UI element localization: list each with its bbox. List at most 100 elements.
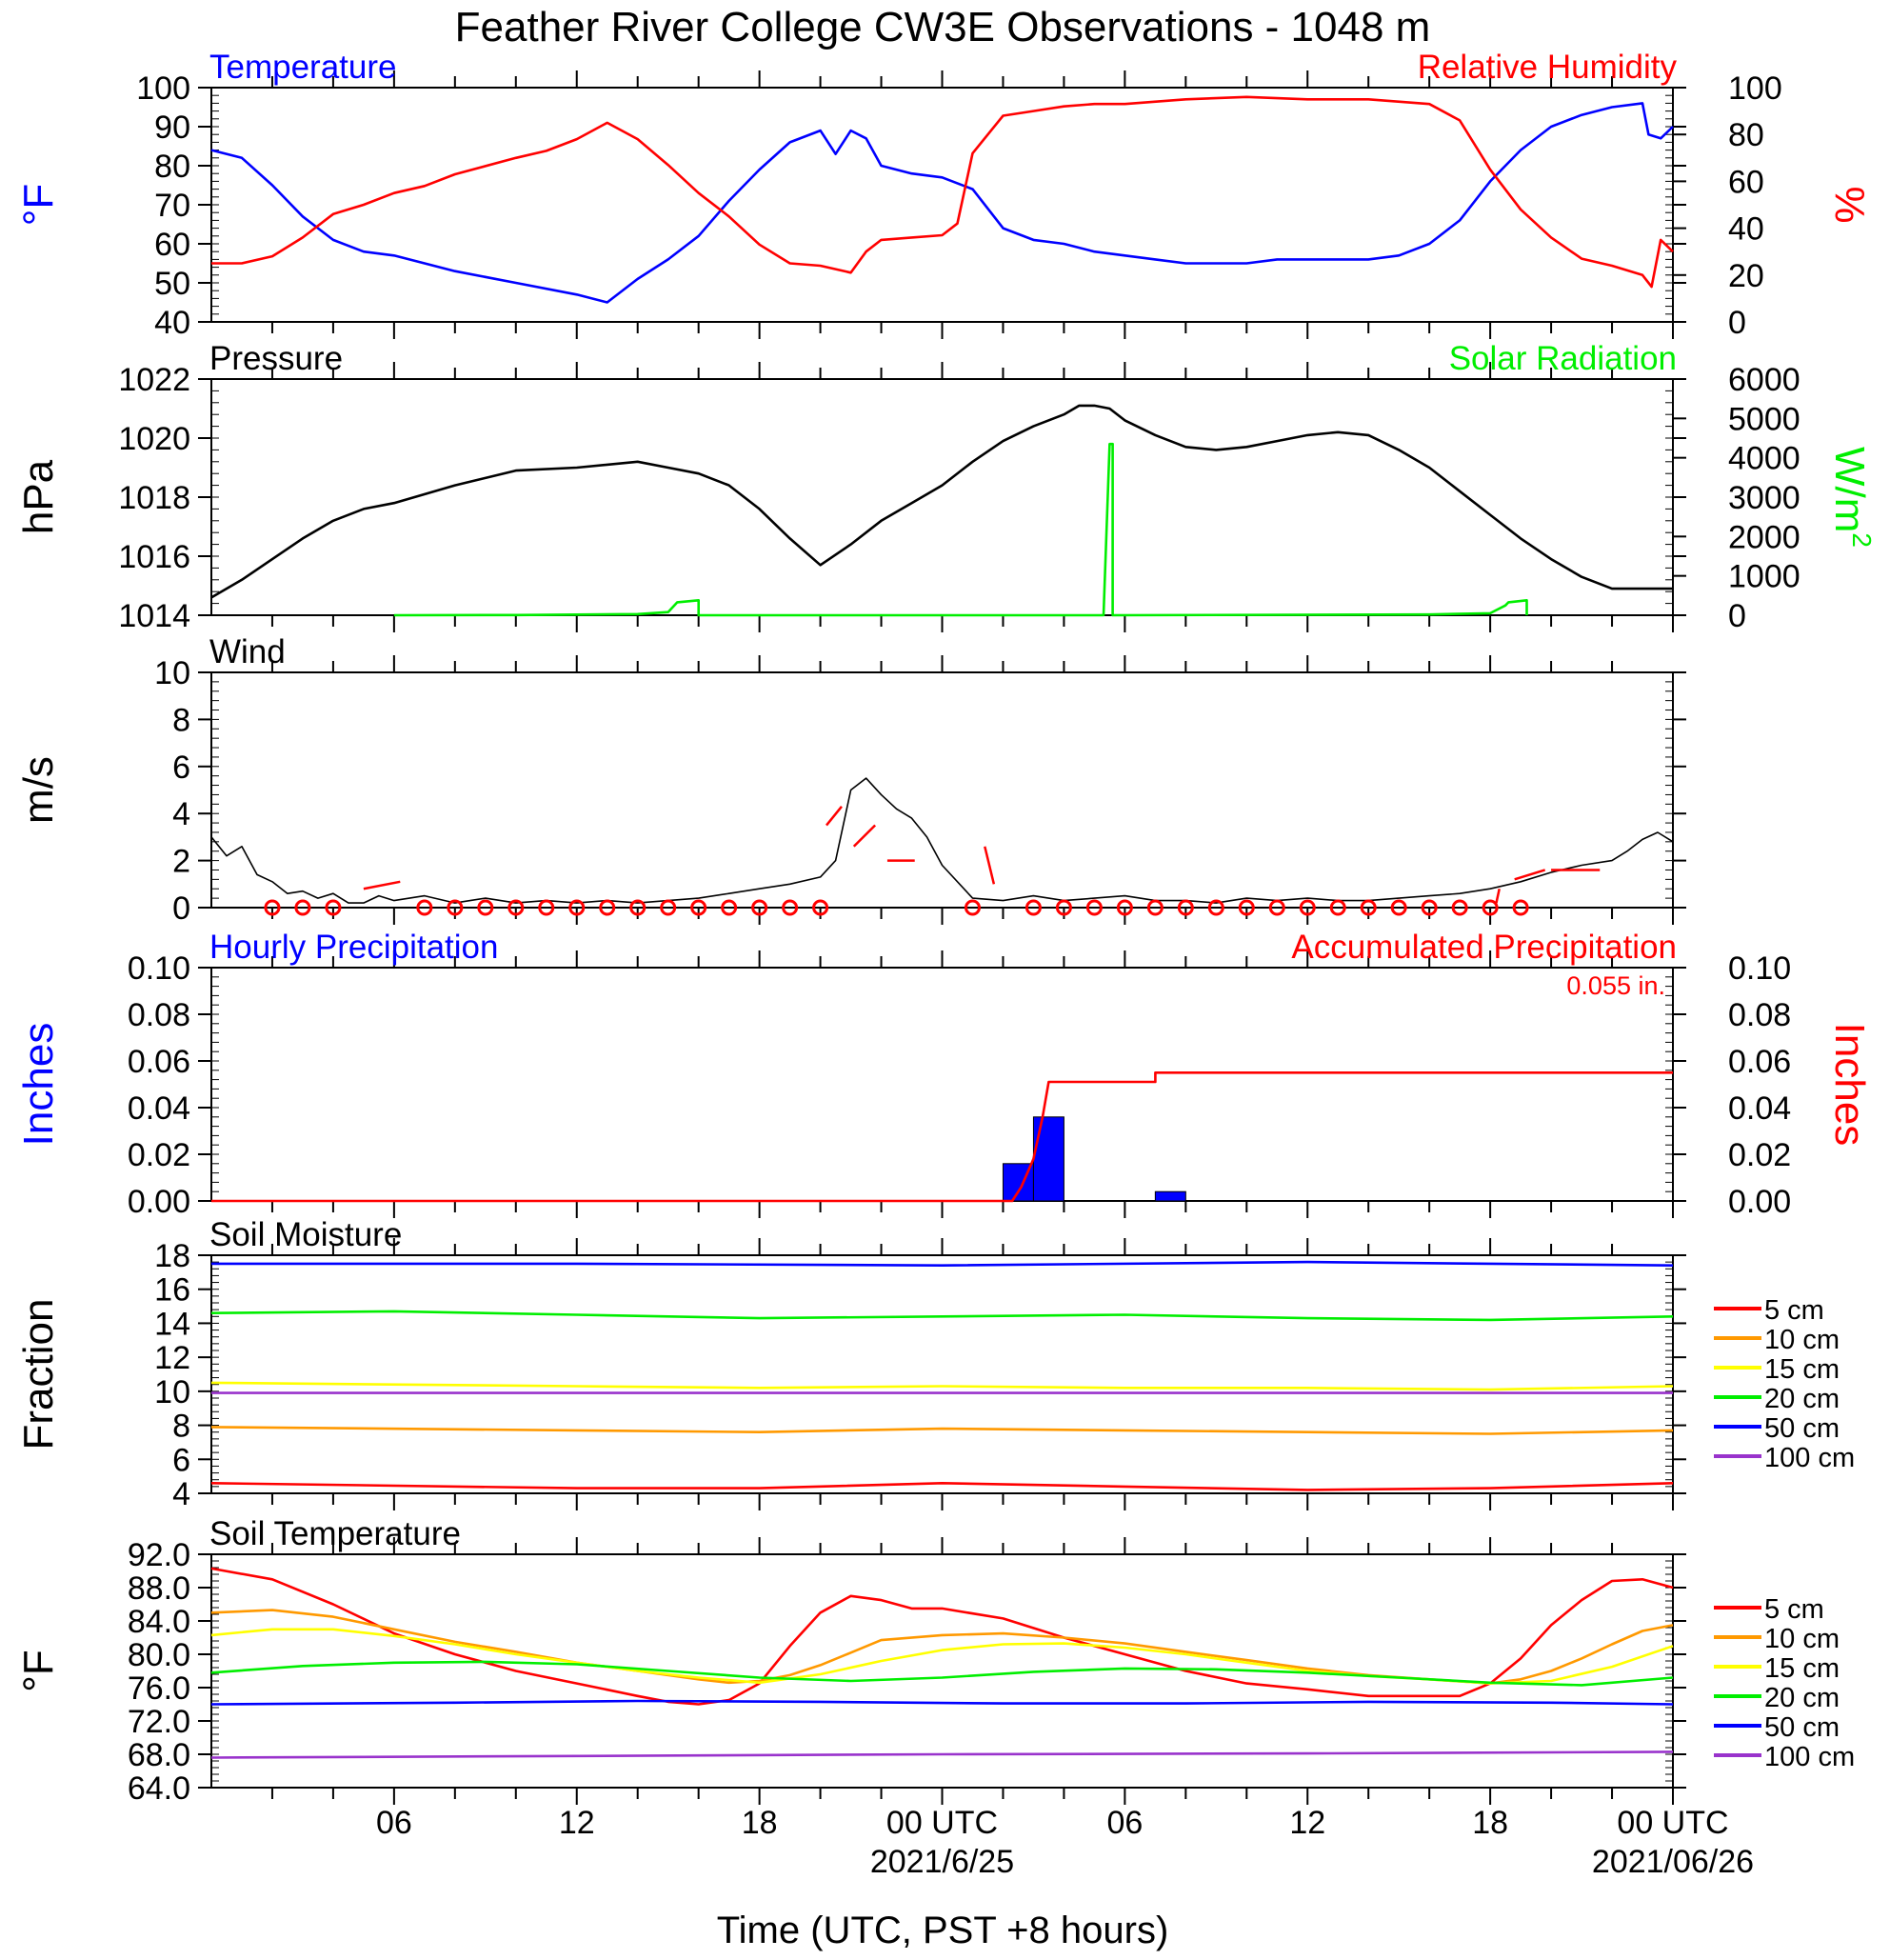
left-tick-label: 14 (154, 1306, 190, 1342)
right-unit-text: W/m (1826, 447, 1873, 532)
calm-wind-circle (294, 899, 311, 916)
left-tick-label: 4 (172, 796, 190, 832)
calm-wind-circle (1177, 899, 1194, 916)
right-unit-label: W/m2 (1826, 447, 1877, 548)
left-tick-label: 64.0 (128, 1770, 190, 1807)
left-unit-label: hPa (15, 459, 62, 534)
left-tick-label: 68.0 (128, 1737, 190, 1773)
panel-left-title: Wind (209, 633, 286, 670)
calm-wind-circle (538, 899, 555, 916)
calm-wind-circle (477, 899, 494, 916)
legend-label: 20 cm (1764, 1384, 1840, 1414)
left-tick-label: 1018 (118, 480, 190, 516)
left-tick-label: 0.04 (128, 1090, 190, 1127)
x-tick-label: 12 (1289, 1805, 1325, 1841)
legend-label: 15 cm (1764, 1354, 1840, 1385)
left-tick-label: 12 (154, 1340, 190, 1376)
series-line-accum_precip (211, 1071, 1673, 1203)
calm-wind-circle (447, 899, 464, 916)
x-tick-label: 00 UTC (1617, 1805, 1728, 1841)
x-tick-label: 00 UTC (886, 1805, 998, 1841)
left-unit-label: Fraction (15, 1299, 62, 1450)
x-tick-label: 18 (1472, 1805, 1508, 1841)
legend-label: 5 cm (1764, 1594, 1824, 1625)
wind-barb (852, 824, 877, 848)
legend-label: 50 cm (1764, 1712, 1840, 1743)
left-tick-label: 40 (154, 305, 190, 341)
legend-label: 15 cm (1764, 1653, 1840, 1684)
left-tick-label: 50 (154, 266, 190, 302)
left-tick-label: 0 (172, 890, 190, 927)
calm-wind-circle (1146, 899, 1164, 916)
left-tick-label: 1016 (118, 539, 190, 575)
calm-wind-circle (660, 899, 677, 916)
calm-wind-circle (1390, 899, 1407, 916)
right-tick-label: 5000 (1728, 401, 1800, 437)
panel-left-title: Temperature (209, 49, 396, 86)
wind-barb (1495, 888, 1501, 904)
left-tick-label: 6 (172, 750, 190, 786)
left-tick-label: 92.0 (128, 1537, 190, 1573)
calm-wind-circle (1238, 899, 1255, 916)
left-tick-label: 8 (172, 1409, 190, 1445)
left-tick-label: 10 (154, 1374, 190, 1410)
left-tick-label: 0.00 (128, 1184, 190, 1220)
left-tick-label: 88.0 (128, 1570, 190, 1607)
calm-wind-circle (1055, 899, 1072, 916)
right-tick-label: 0.06 (1728, 1044, 1791, 1080)
calm-wind-circle (721, 899, 738, 916)
series-line-5-cm (210, 1482, 1674, 1491)
left-unit-label: °F (15, 1650, 62, 1691)
accumulated-total-label: 0.055 in. (1566, 971, 1665, 1000)
precip-bar-1 (1032, 1116, 1064, 1202)
right-tick-label: 0.02 (1728, 1137, 1791, 1173)
right-tick-label: 0.10 (1728, 950, 1791, 987)
left-tick-label: 2 (172, 844, 190, 880)
calm-wind-circle (812, 899, 829, 916)
left-unit-label: °F (15, 184, 62, 226)
legend-label: 100 cm (1764, 1443, 1855, 1473)
x-tick-label: 12 (559, 1805, 595, 1841)
right-tick-label: 0.08 (1728, 997, 1791, 1033)
left-tick-label: 100 (136, 70, 190, 107)
left-unit-label: Inches (15, 1023, 62, 1147)
panel-precip: 0.10 0.08 0.06 0.04 0.02 0.00 0.10 0.08 0.06 0.04… (15, 929, 1873, 1220)
calm-wind-circle (1512, 899, 1529, 916)
series-line-20-cm (210, 1660, 1674, 1687)
left-tick-label: 1020 (118, 421, 190, 457)
left-tick-label: 76.0 (128, 1670, 190, 1707)
right-tick-label: 100 (1728, 70, 1782, 107)
right-tick-label: 0.00 (1728, 1184, 1791, 1220)
panel-wind: 10 8 6 4 2 0 Wind m/s (15, 633, 1686, 927)
right-tick-label: 1000 (1728, 559, 1800, 595)
x-tick-label: 18 (742, 1805, 778, 1841)
precip-bar-2 (1154, 1190, 1186, 1202)
wind-barb (1514, 869, 1546, 881)
x-tick-label: 06 (376, 1805, 412, 1841)
left-tick-label: 60 (154, 227, 190, 263)
series-line-50-cm (211, 1260, 1674, 1267)
calm-wind-circle (690, 899, 707, 916)
right-tick-label: 0.04 (1728, 1090, 1791, 1127)
legend-label: 20 cm (1764, 1683, 1840, 1713)
left-tick-label: 0.08 (128, 997, 190, 1033)
right-tick-label: 4000 (1728, 441, 1800, 477)
right-tick-label: 0 (1728, 598, 1746, 634)
left-unit-label: m/s (15, 756, 62, 824)
series-line-pressure (210, 404, 1673, 599)
right-unit-superscript: 2 (1847, 532, 1877, 548)
calm-wind-circle (1421, 899, 1438, 916)
left-tick-label: 70 (154, 188, 190, 224)
x-axis-label: Time (UTC, PST +8 hours) (717, 1910, 1169, 1951)
calm-wind-circle (416, 899, 433, 916)
left-tick-label: 84.0 (128, 1604, 190, 1640)
calm-wind-circle (751, 899, 768, 916)
left-tick-label: 1014 (118, 598, 190, 634)
calm-wind-circle (1116, 899, 1133, 916)
right-tick-label: 40 (1728, 211, 1764, 248)
left-tick-label: 0.10 (128, 950, 190, 987)
calm-wind-circle (1025, 899, 1042, 916)
